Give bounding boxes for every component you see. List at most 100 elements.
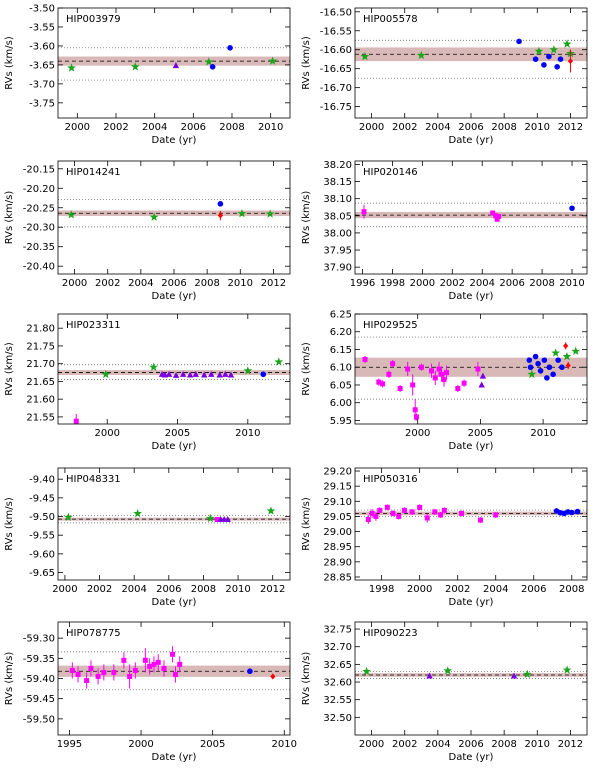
data-point (204, 57, 214, 66)
square-marker (401, 507, 407, 513)
square-marker (88, 665, 94, 671)
data-point (424, 513, 430, 523)
y-tick-label: -16.50 (320, 7, 352, 18)
y-axis-label: RVs (km/s) (4, 342, 15, 396)
data-point (562, 351, 572, 361)
x-tick-label: 2005 (165, 428, 190, 439)
data-point (376, 378, 382, 386)
panel-hip003979: 2000 2002 2004 2006 2008 2010 -3.50 -3.55 -3.60 -… (4, 4, 291, 146)
y-tick-label: -9.60 (29, 549, 55, 560)
square-marker (172, 671, 178, 677)
data-point (418, 363, 424, 371)
panel-title: HIP078775 (66, 628, 121, 639)
data-point (266, 506, 276, 515)
panel-hip078775: 1995 2000 2005 2010 -59.30 -59.35 -59.40 -59.45… (4, 621, 297, 763)
data-point (224, 516, 231, 523)
square-marker (362, 356, 368, 362)
plot-area (355, 38, 587, 79)
square-marker (397, 386, 403, 392)
circle-marker (544, 375, 550, 381)
y-tick-label: 38.15 (323, 177, 352, 188)
x-tick-label: 2004 (128, 278, 153, 289)
x-tick-label: 2000 (359, 739, 384, 750)
panel-title: HIP048331 (66, 474, 121, 485)
data-point (64, 512, 73, 521)
data-point (155, 654, 161, 671)
data-point (69, 662, 75, 679)
panel-title: HIP005578 (363, 14, 418, 25)
circle-marker (554, 63, 560, 70)
y-tick-label: -16.55 (320, 26, 352, 37)
data-point (405, 361, 411, 377)
square-marker (384, 504, 390, 510)
diamond-marker (563, 342, 569, 349)
x-tick-label: 2010 (559, 278, 584, 289)
data-point (568, 509, 575, 516)
y-tick-label: -3.70 (29, 79, 55, 90)
x-axis-label: Date (yr) (152, 597, 197, 608)
data-point (274, 357, 284, 366)
y-axis-label: RVs (km/s) (4, 497, 15, 551)
square-marker (75, 671, 81, 677)
data-point (428, 363, 434, 378)
y-tick-label: 38.10 (323, 194, 352, 205)
circle-marker (260, 371, 267, 378)
data-point (532, 353, 539, 360)
circle-marker (559, 364, 565, 371)
data-point (526, 357, 533, 363)
y-tick-label: -20.15 (23, 164, 55, 175)
data-point (478, 381, 485, 388)
data-point (563, 342, 569, 350)
x-tick-label: 2008 (529, 278, 554, 289)
data-point (441, 507, 447, 514)
square-marker (101, 669, 107, 675)
x-tick-label: 2004 (425, 122, 450, 133)
data-point (390, 510, 396, 517)
x-axis-label: Date (yr) (449, 135, 494, 146)
data-point (172, 62, 180, 69)
x-tick-label: 2000 (359, 122, 384, 133)
data-point (101, 369, 111, 379)
data-point (95, 668, 101, 685)
y-tick-label: 21.65 (26, 377, 55, 388)
square-marker (413, 414, 419, 420)
square-marker (428, 368, 434, 374)
data-point (432, 370, 438, 385)
x-tick-label: 2002 (392, 122, 417, 133)
triangle-marker (172, 62, 180, 69)
circle-marker (527, 364, 534, 371)
y-tick-label: 37.95 (323, 246, 352, 257)
data-point (436, 361, 442, 377)
y-tick-label: 6.00 (330, 398, 352, 409)
y-tick-label: -20.35 (23, 242, 55, 253)
data-point (161, 660, 167, 677)
x-tick-label: 2000 (94, 428, 119, 439)
star-marker (562, 39, 572, 48)
x-tick-label: 2008 (559, 584, 584, 595)
y-tick-label: -59.30 (23, 634, 55, 645)
data-point (562, 39, 572, 48)
data-point (214, 517, 220, 523)
data-point (172, 371, 180, 378)
data-point (209, 63, 216, 70)
x-tick-label: 2005 (200, 739, 225, 750)
circle-marker (532, 353, 539, 360)
star-marker (551, 348, 561, 357)
x-tick-label: 2000 (128, 739, 153, 750)
x-tick-label: 2000 (62, 278, 87, 289)
x-axis-label: Date (yr) (152, 441, 197, 452)
square-marker (418, 364, 424, 370)
data-point (66, 210, 76, 219)
x-axis-label: Date (yr) (449, 597, 494, 608)
axes-frame (57, 313, 291, 425)
data-point (550, 371, 556, 378)
data-point (192, 370, 199, 377)
square-marker (380, 381, 386, 387)
x-axis-label: Date (yr) (449, 441, 494, 452)
panel-title: HIP050316 (363, 474, 418, 485)
x-tick-label: 2002 (392, 739, 417, 750)
square-marker (396, 513, 402, 519)
y-tick-label: -59.35 (23, 654, 55, 665)
x-axis-label: Date (yr) (152, 291, 197, 302)
x-tick-label: 2012 (260, 584, 285, 595)
